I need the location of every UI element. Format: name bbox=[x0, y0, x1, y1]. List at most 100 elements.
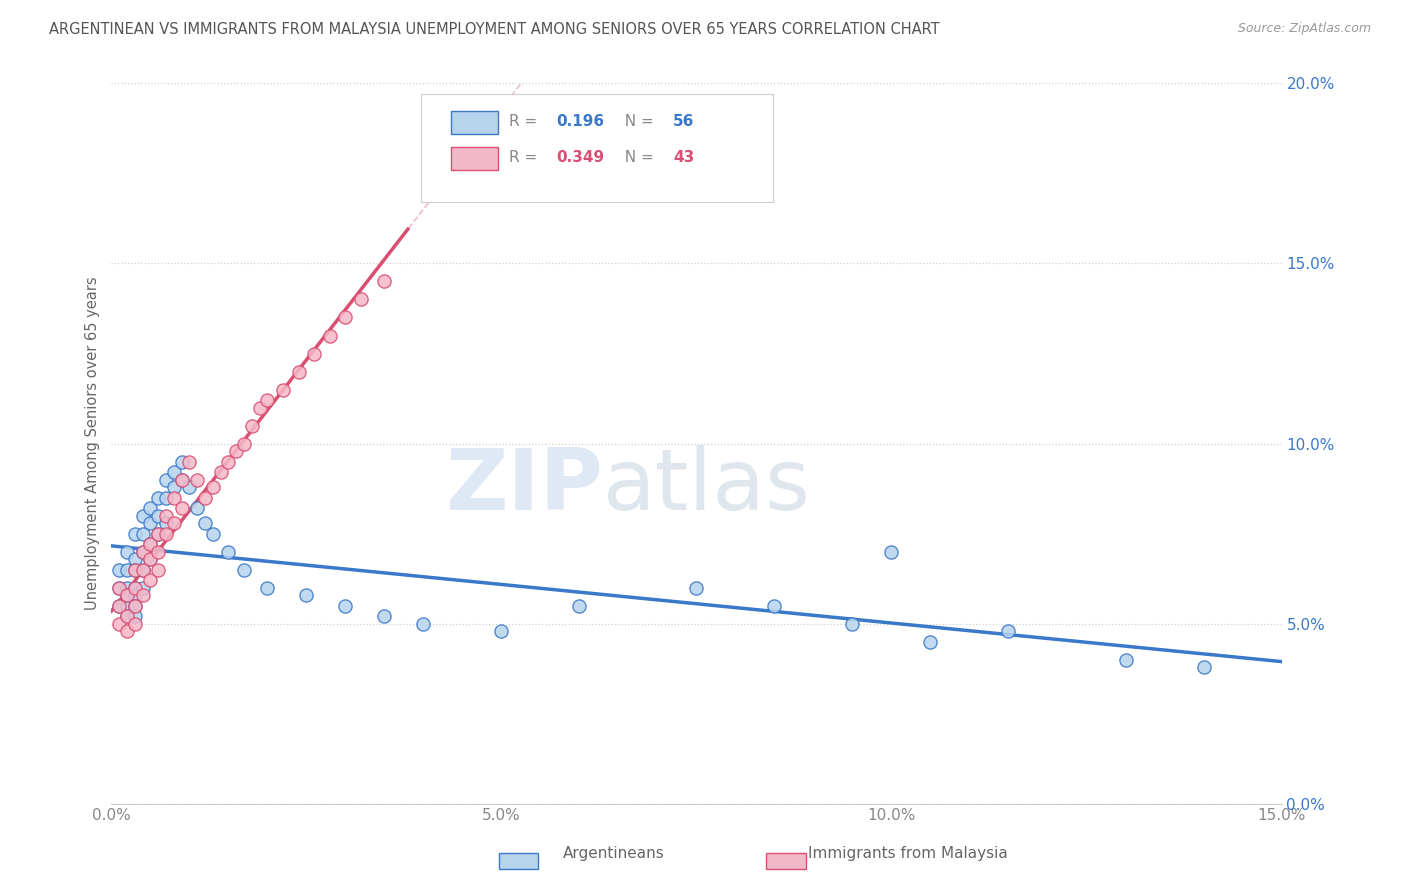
Point bbox=[194, 516, 217, 530]
Point bbox=[163, 466, 186, 480]
Point bbox=[131, 544, 153, 558]
Point bbox=[131, 526, 153, 541]
Point bbox=[302, 346, 325, 360]
Point bbox=[880, 544, 903, 558]
Point bbox=[124, 588, 146, 602]
Point bbox=[115, 609, 138, 624]
Point bbox=[201, 526, 224, 541]
Point bbox=[139, 574, 162, 588]
Point bbox=[108, 599, 131, 613]
Point bbox=[115, 588, 138, 602]
Point bbox=[271, 383, 294, 397]
Point bbox=[124, 551, 146, 566]
Text: N =: N = bbox=[614, 114, 658, 129]
Point bbox=[148, 508, 170, 523]
Point bbox=[685, 581, 707, 595]
Point bbox=[491, 624, 513, 638]
Point bbox=[233, 436, 256, 450]
Point bbox=[163, 491, 186, 505]
FancyBboxPatch shape bbox=[451, 147, 498, 169]
Point bbox=[139, 537, 162, 551]
Point bbox=[139, 516, 162, 530]
Point bbox=[131, 581, 153, 595]
Point bbox=[350, 293, 373, 307]
Point bbox=[163, 516, 186, 530]
Point bbox=[139, 537, 162, 551]
Point bbox=[124, 581, 146, 595]
Point bbox=[186, 501, 208, 516]
Point bbox=[115, 609, 138, 624]
Point bbox=[256, 393, 278, 408]
Text: 0.196: 0.196 bbox=[555, 114, 605, 129]
Point bbox=[124, 616, 146, 631]
Point bbox=[1115, 652, 1137, 666]
FancyBboxPatch shape bbox=[451, 111, 498, 134]
Point bbox=[373, 275, 395, 289]
Point bbox=[148, 526, 170, 541]
Point bbox=[115, 588, 138, 602]
Point bbox=[139, 551, 162, 566]
Point bbox=[194, 491, 217, 505]
Point bbox=[131, 508, 153, 523]
Point bbox=[170, 501, 193, 516]
Point bbox=[163, 480, 186, 494]
Point bbox=[186, 473, 208, 487]
Point bbox=[920, 634, 942, 648]
Point bbox=[201, 480, 224, 494]
Point bbox=[124, 563, 146, 577]
Point bbox=[108, 616, 131, 631]
Point bbox=[225, 443, 247, 458]
Point bbox=[217, 454, 239, 468]
Point bbox=[170, 473, 193, 487]
Point bbox=[319, 328, 342, 343]
Point bbox=[148, 544, 170, 558]
Y-axis label: Unemployment Among Seniors over 65 years: Unemployment Among Seniors over 65 years bbox=[86, 277, 100, 610]
Point bbox=[115, 599, 138, 613]
Point bbox=[209, 466, 232, 480]
Point bbox=[155, 508, 177, 523]
Text: 0.349: 0.349 bbox=[555, 150, 605, 165]
Point bbox=[233, 563, 256, 577]
Point bbox=[131, 588, 153, 602]
Point bbox=[124, 581, 146, 595]
Point bbox=[170, 454, 193, 468]
Text: 56: 56 bbox=[673, 114, 695, 129]
Point bbox=[373, 609, 395, 624]
Point bbox=[179, 480, 201, 494]
Text: Immigrants from Malaysia: Immigrants from Malaysia bbox=[808, 847, 1008, 861]
Point bbox=[124, 599, 146, 613]
Point bbox=[217, 544, 239, 558]
Point bbox=[124, 609, 146, 624]
Text: atlas: atlas bbox=[603, 445, 811, 528]
Point bbox=[139, 501, 162, 516]
Text: R =: R = bbox=[509, 150, 543, 165]
Point bbox=[287, 364, 309, 378]
Text: Argentineans: Argentineans bbox=[562, 847, 664, 861]
Point bbox=[115, 563, 138, 577]
Point bbox=[115, 581, 138, 595]
Point bbox=[148, 563, 170, 577]
Point bbox=[108, 599, 131, 613]
Point bbox=[763, 599, 786, 613]
Point bbox=[115, 624, 138, 638]
Text: R =: R = bbox=[509, 114, 543, 129]
Point bbox=[108, 581, 131, 595]
Point bbox=[155, 526, 177, 541]
Point bbox=[115, 544, 138, 558]
FancyBboxPatch shape bbox=[422, 95, 772, 202]
Point bbox=[131, 544, 153, 558]
Text: ZIP: ZIP bbox=[446, 445, 603, 528]
Point bbox=[124, 563, 146, 577]
Text: Source: ZipAtlas.com: Source: ZipAtlas.com bbox=[1237, 22, 1371, 36]
Point bbox=[335, 310, 357, 325]
Text: 43: 43 bbox=[673, 150, 695, 165]
Point bbox=[997, 624, 1019, 638]
Point bbox=[249, 401, 271, 415]
Text: ARGENTINEAN VS IMMIGRANTS FROM MALAYSIA UNEMPLOYMENT AMONG SENIORS OVER 65 YEARS: ARGENTINEAN VS IMMIGRANTS FROM MALAYSIA … bbox=[49, 22, 939, 37]
Point bbox=[148, 491, 170, 505]
Point bbox=[568, 599, 591, 613]
Point bbox=[155, 473, 177, 487]
Point bbox=[240, 418, 263, 433]
Point bbox=[131, 563, 153, 577]
Text: N =: N = bbox=[614, 150, 658, 165]
